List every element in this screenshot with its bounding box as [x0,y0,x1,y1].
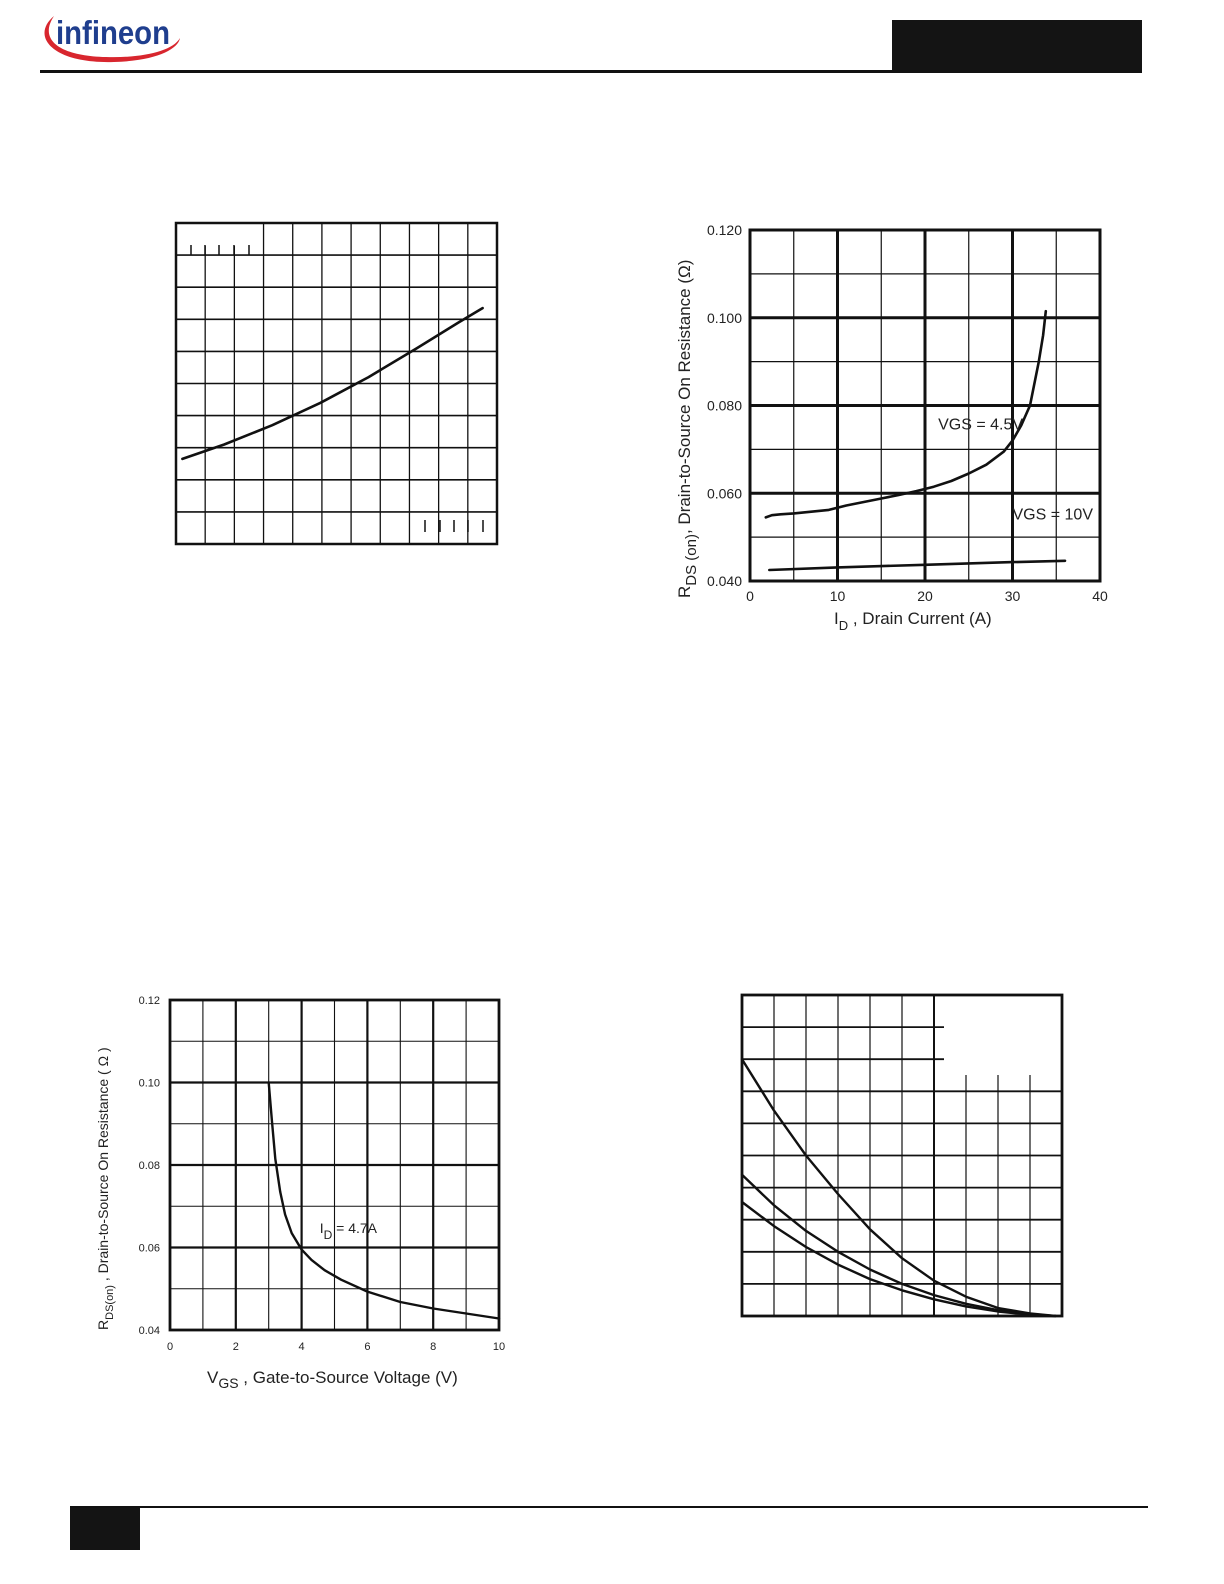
series-line-2 [740,1173,1057,1318]
series-line-2 [767,559,1067,572]
x-axis-label-main: V [207,1368,219,1387]
series-line-1 [267,1081,501,1320]
y-axis-label-main: R [675,586,694,598]
y-tick-label: 0.040 [707,573,742,589]
x-tick-label: 20 [917,588,933,604]
y-tick-label: 0.060 [707,485,742,501]
header-rule [40,70,1142,73]
x-axis-label-main: I [834,609,839,628]
series-annotation: VGS = 4.5V [938,417,1023,434]
x-axis-label: ID , Drain Current (A) [834,609,992,633]
y-tick-label: 0.080 [707,398,742,414]
infineon-logo: infineon [44,14,181,63]
x-tick-label: 0 [167,1341,173,1353]
x-tick-label: 8 [430,1341,436,1353]
x-axis-label-rest: , Gate-to-Source Voltage (V) [239,1368,458,1387]
y-tick-label: 0.08 [139,1160,160,1172]
x-tick-label: 4 [299,1341,305,1353]
y-tick-label: 0.04 [139,1325,160,1337]
x-tick-label: 40 [1092,588,1108,604]
annotation-rest: = 4.7A [332,1220,377,1236]
x-tick-label: 2 [233,1341,239,1353]
y-axis-label-subscript: DS (on) [683,534,700,586]
series-line-3 [740,1200,1057,1318]
x-tick-label: 6 [364,1341,370,1353]
series-annotation: ID = 4.7A [320,1220,378,1242]
series-line-1 [740,1057,1057,1318]
header-block [892,20,1142,72]
y-axis-label-rest: , Drain-to-Source On Resistance ( Ω ) [95,1047,111,1285]
x-axis-label-rest: , Drain Current (A) [848,609,992,628]
annotation-subscript: D [324,1228,333,1242]
footer-rule [70,1506,1148,1508]
series-line-1 [764,309,1048,519]
logo-wordmark: infineon [56,14,170,51]
plot-frame [168,998,501,1332]
x-tick-label: 10 [830,588,846,604]
x-tick-label: 0 [746,588,754,604]
plot-frame [740,993,1064,1318]
x-axis-label: VGS , Gate-to-Source Voltage (V) [207,1368,458,1391]
y-tick-label: 0.100 [707,310,742,326]
plot-frame [748,228,1102,583]
annotation-main: I [320,1220,324,1236]
x-tick-label: 30 [1005,588,1021,604]
y-axis-label: RDS(on) , Drain-to-Source On Resistance … [95,1047,116,1330]
y-axis-label: RDS (on), Drain-to-Source On Resistance … [675,260,700,598]
series-line-1 [181,306,484,461]
y-tick-label: 0.06 [139,1243,160,1255]
x-axis-label-subscript: GS [218,1375,238,1391]
series-annotation: VGS = 10V [1013,507,1094,524]
y-axis-label-main: R [95,1320,111,1330]
y-tick-label: 0.120 [707,222,742,238]
y-axis-label-subscript: DS(on) [104,1285,116,1320]
x-tick-label: 10 [493,1341,505,1353]
y-axis-label-rest: , Drain-to-Source On Resistance (Ω) [675,260,694,534]
y-tick-label: 0.12 [139,995,160,1007]
x-axis-label-subscript: D [839,618,848,633]
plot-frame [174,221,499,546]
footer-block [70,1508,140,1550]
y-tick-label: 0.10 [139,1078,160,1090]
